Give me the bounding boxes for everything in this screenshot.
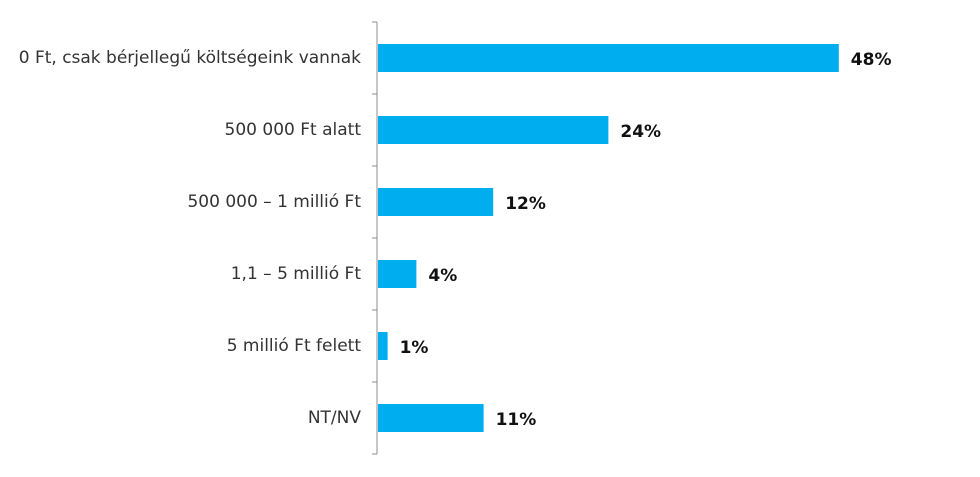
value-label: 48% bbox=[851, 50, 892, 70]
bar bbox=[378, 188, 494, 216]
bar bbox=[378, 332, 388, 360]
value-label: 1% bbox=[400, 338, 429, 358]
bar bbox=[378, 260, 417, 288]
category-labels: 0 Ft, csak bérjellegű költségeink vannak… bbox=[19, 48, 362, 428]
category-label: 5 millió Ft felett bbox=[227, 336, 362, 356]
value-label: 11% bbox=[496, 410, 537, 430]
value-label: 24% bbox=[620, 122, 661, 142]
bar bbox=[378, 116, 609, 144]
value-labels: 48% 24% 12% 4% 1% 11% bbox=[400, 50, 892, 430]
value-label: 4% bbox=[428, 266, 457, 286]
value-label: 12% bbox=[505, 194, 546, 214]
bar bbox=[378, 404, 484, 432]
category-label: 0 Ft, csak bérjellegű költségeink vannak bbox=[19, 48, 361, 68]
bars bbox=[378, 44, 839, 432]
bar bbox=[378, 44, 839, 72]
category-label: NT/NV bbox=[308, 408, 362, 428]
category-label: 500 000 Ft alatt bbox=[225, 120, 362, 140]
category-label: 500 000 – 1 millió Ft bbox=[187, 192, 361, 212]
category-axis bbox=[372, 21, 378, 455]
category-label: 1,1 – 5 millió Ft bbox=[231, 264, 362, 284]
